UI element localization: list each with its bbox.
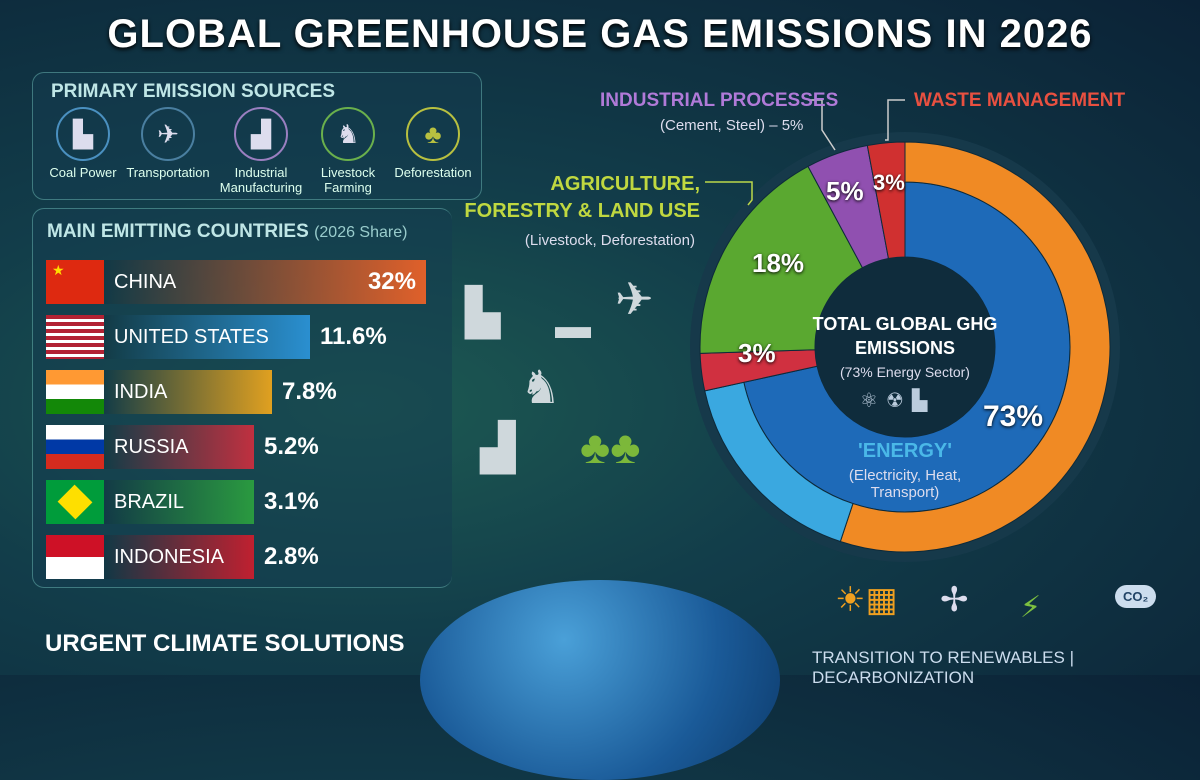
donut-chart [690, 99, 1120, 562]
country-name: BRAZIL [114, 490, 185, 513]
flag-icon [46, 315, 104, 359]
country-row: BRAZIL 3.1% [46, 480, 319, 524]
bar: UNITED STATES [104, 315, 310, 359]
other-value: 3% [738, 338, 776, 368]
source-livestock: ♞ Livestock Farming [303, 107, 393, 195]
emission-sources-panel: PRIMARY EMISSION SOURCES ▙ Coal Power ✈ Tr… [32, 72, 482, 200]
source-deforestation: ♣ Deforestation [388, 107, 478, 180]
country-name: UNITED STATES [114, 325, 269, 348]
bar-value-label: 2.8% [264, 543, 319, 570]
donut-center-subtitle: (73% Energy Sector) [840, 364, 970, 380]
sources-heading: PRIMARY EMISSION SOURCES [51, 81, 335, 102]
countries-heading: MAIN EMITTING COUNTRIES (2026 Share) [47, 221, 408, 242]
flag-icon [46, 370, 104, 414]
car-icon: ▬ [555, 305, 591, 346]
flag-icon [46, 425, 104, 469]
country-name: RUSSIA [114, 435, 189, 458]
bar: INDIA [104, 370, 272, 414]
bar: CHINA 32% [104, 260, 426, 304]
bar-value-label: 11.6% [320, 323, 387, 350]
waste-value: 3% [873, 170, 905, 195]
pie-slice-energy-outer [839, 141, 1111, 553]
energy-label: 'ENERGY' [858, 440, 952, 462]
countries-panel: MAIN EMITTING COUNTRIES (2026 Share) ★ CH… [32, 208, 452, 588]
country-row: RUSSIA 5.2% [46, 425, 319, 469]
waste-label: WASTE MANAGEMENT [914, 90, 1126, 111]
bar: RUSSIA [104, 425, 254, 469]
earth-globe [420, 580, 780, 780]
agriculture-value: 18% [752, 248, 805, 278]
bar: INDONESIA [104, 535, 254, 579]
wind-turbine-icon: ✢ [940, 581, 969, 619]
trees-icon: ♣ [406, 107, 460, 161]
flag-icon [46, 535, 104, 579]
industrial-value: 5% [826, 176, 864, 206]
industrial-detail: (Cement, Steel) – 5% [660, 117, 804, 134]
country-row: INDIA 7.8% [46, 370, 337, 414]
country-row: INDONESIA 2.8% [46, 535, 319, 579]
country-row: ★ CHINA 32% [46, 260, 426, 304]
cow-icon: ♞ [520, 361, 562, 413]
country-name: INDIA [114, 380, 168, 403]
co2-cloud-icon: CO₂ [1115, 585, 1157, 608]
bar-value-label: 3.1% [264, 488, 319, 515]
source-industrial: ▟ Industrial Manufacturing [216, 107, 306, 195]
bar-value-label: 5.2% [264, 433, 319, 460]
country-name: CHINA [114, 270, 177, 293]
factory-icon: ▟ [234, 107, 288, 161]
energy-detail: (Electricity, Heat, Transport) [848, 467, 962, 501]
agriculture-label: AGRICULTURE, FORESTRY & LAND USE [464, 173, 700, 222]
country-name: INDONESIA [114, 545, 225, 568]
flag-icon [46, 480, 104, 524]
agriculture-detail: (Livestock, Deforestation) [524, 232, 695, 249]
infographic-title: GLOBAL GREENHOUSE GAS EMISSIONS IN 2026 [107, 12, 1093, 56]
bar-value-label: 32% [367, 268, 416, 295]
industrial-label: INDUSTRIAL PROCESSES [600, 90, 839, 111]
country-row: UNITED STATES 11.6% [46, 315, 387, 359]
source-transportation: ✈ Transportation [123, 107, 213, 180]
factory-icon: ▟ [480, 421, 516, 473]
energy-value: 73% [983, 400, 1044, 433]
cow-icon: ♞ [321, 107, 375, 161]
donut-center [815, 257, 995, 437]
power-plant-icon: ▙ [56, 107, 110, 161]
trees-icon: ♣♣ [580, 421, 641, 473]
plane-icon: ✈ [615, 273, 654, 325]
bar-value-label: 7.8% [282, 378, 337, 405]
flag-icon: ★ [46, 260, 104, 304]
power-plant-icon: ▙ [465, 286, 501, 338]
source-coal-power: ▙ Coal Power [38, 107, 128, 180]
sun-solar-icon: ☀▦ [835, 581, 898, 619]
energy-icons: ⚛☢▙ [860, 388, 936, 412]
ev-charging-icon: ⚡ [1020, 591, 1042, 624]
solutions-heading: URGENT CLIMATE SOLUTIONS [45, 630, 405, 657]
donut-center-title: TOTAL GLOBAL GHG EMISSIONS [812, 314, 998, 358]
bar: BRAZIL [104, 480, 254, 524]
car-plane-icon: ✈ [141, 107, 195, 161]
renewables-caption: TRANSITION TO RENEWABLES | DECARBONIZATI… [812, 648, 1074, 687]
